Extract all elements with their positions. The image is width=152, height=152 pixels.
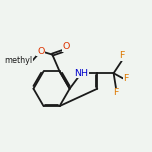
Text: F: F (123, 74, 129, 83)
Text: F: F (113, 88, 119, 97)
Text: NH: NH (74, 69, 88, 78)
Text: methyl: methyl (5, 56, 33, 65)
Text: O: O (37, 47, 44, 56)
Text: F: F (119, 51, 124, 60)
Text: O: O (63, 42, 70, 51)
